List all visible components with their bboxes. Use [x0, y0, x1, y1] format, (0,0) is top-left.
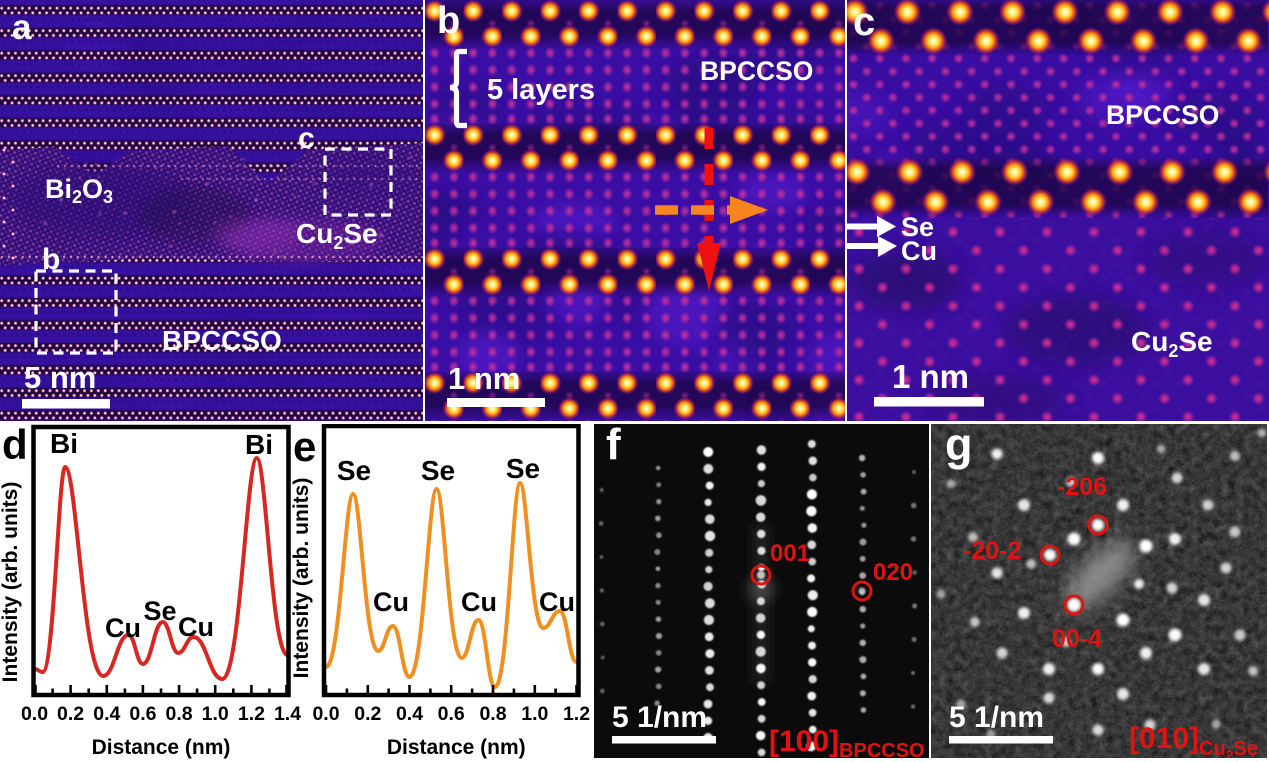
svg-text:a: a [12, 8, 32, 47]
svg-text:Intensity (arb. units): Intensity (arb. units) [0, 482, 22, 683]
svg-text:d: d [2, 424, 28, 468]
svg-text:1 nm: 1 nm [448, 361, 520, 396]
svg-text:1.2: 1.2 [563, 703, 590, 725]
svg-text:Cu: Cu [105, 613, 141, 643]
svg-text:1 nm: 1 nm [892, 358, 969, 395]
svg-text:1.0: 1.0 [521, 703, 548, 725]
svg-text:1.0: 1.0 [202, 703, 229, 725]
svg-text:0.8: 0.8 [166, 703, 193, 725]
svg-text:f: f [606, 424, 621, 469]
svg-text:g: g [945, 424, 973, 470]
svg-text:001: 001 [770, 540, 810, 567]
svg-text:Se: Se [337, 455, 371, 486]
svg-text:020: 020 [873, 559, 913, 586]
svg-text:0.2: 0.2 [57, 703, 84, 725]
svg-text:Distance (nm): Distance (nm) [387, 736, 526, 759]
svg-text:Distance (nm): Distance (nm) [92, 736, 231, 759]
svg-text:5 layers: 5 layers [487, 74, 595, 106]
svg-text:0.0: 0.0 [312, 703, 339, 725]
svg-text:-20-2: -20-2 [963, 537, 1021, 565]
svg-text:00-4: 00-4 [1052, 625, 1102, 653]
svg-text:0.8: 0.8 [479, 703, 506, 725]
svg-text:b: b [42, 243, 60, 276]
svg-text:Se: Se [421, 455, 455, 486]
svg-text:c: c [853, 0, 875, 44]
svg-text:b: b [437, 0, 460, 42]
svg-text:0.2: 0.2 [354, 703, 381, 725]
svg-text:5 1/nm: 5 1/nm [612, 701, 707, 734]
svg-text:0.6: 0.6 [438, 703, 465, 725]
svg-text:e: e [293, 424, 316, 470]
svg-text:BPCCSO: BPCCSO [162, 325, 282, 356]
svg-text:1.4: 1.4 [274, 703, 301, 725]
svg-text:5 1/nm: 5 1/nm [949, 701, 1044, 734]
svg-text:Bi2O3: Bi2O3 [45, 174, 113, 207]
svg-text:[100]BPCCSO: [100]BPCCSO [769, 725, 925, 758]
svg-text:Cu: Cu [178, 612, 214, 642]
svg-text:5 nm: 5 nm [24, 360, 96, 395]
svg-text:c: c [298, 122, 315, 155]
svg-text:Se: Se [143, 596, 176, 626]
svg-text:Se: Se [506, 453, 540, 484]
svg-text:Bi: Bi [245, 429, 273, 460]
svg-text:BPCCSO: BPCCSO [1106, 100, 1219, 130]
svg-text:0.4: 0.4 [396, 703, 423, 725]
svg-text:Cu: Cu [539, 587, 575, 617]
svg-text:0.6: 0.6 [129, 703, 156, 725]
svg-text:0.4: 0.4 [93, 703, 120, 725]
svg-text:Se: Se [901, 212, 934, 242]
svg-text:BPCCSO: BPCCSO [700, 56, 813, 86]
svg-text:-206: -206 [1057, 473, 1107, 501]
svg-text:Cu: Cu [373, 587, 409, 617]
svg-text:0.0: 0.0 [21, 703, 48, 725]
svg-text:Cu2Se: Cu2Se [1131, 326, 1213, 361]
svg-text:Cu2Se: Cu2Se [296, 218, 378, 253]
svg-text:Intensity (arb. units): Intensity (arb. units) [290, 478, 313, 679]
svg-text:1.2: 1.2 [238, 703, 265, 725]
svg-text:Cu: Cu [461, 587, 497, 617]
svg-text:Bi: Bi [50, 428, 78, 459]
svg-text:Cu: Cu [901, 236, 937, 266]
